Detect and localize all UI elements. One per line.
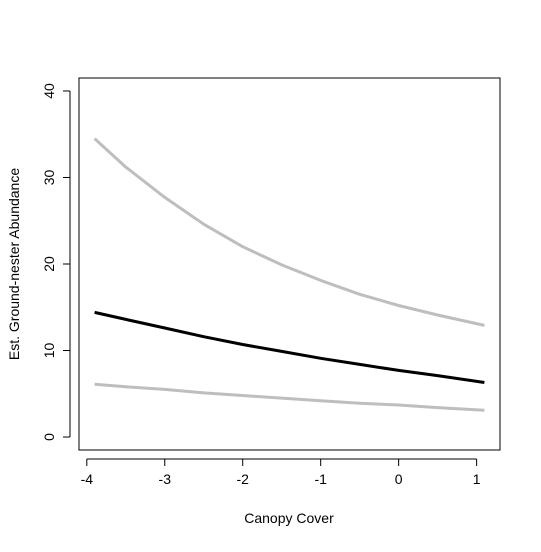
- y-tick-label: 0: [41, 433, 57, 441]
- x-tick-label: 0: [395, 471, 403, 487]
- y-tick-label: 30: [41, 170, 57, 186]
- x-tick-label: -4: [81, 471, 94, 487]
- x-tick-label: 1: [473, 471, 481, 487]
- x-axis: -4 -3 -2 -1 0 1: [81, 458, 481, 487]
- x-tick-label: -1: [314, 471, 327, 487]
- plot-frame: [78, 77, 501, 451]
- estimate-line: [94, 310, 485, 384]
- y-axis-label: Est. Ground-nester Abundance: [6, 168, 22, 360]
- x-axis-label: Canopy Cover: [244, 510, 334, 526]
- y-axis: 0 10 20 30 40: [41, 83, 71, 441]
- x-tick-label: -2: [236, 471, 249, 487]
- y-tick-label: 20: [41, 256, 57, 272]
- x-tick-label: -3: [159, 471, 172, 487]
- y-tick-label: 10: [41, 343, 57, 359]
- upper-bound-line: [93, 137, 485, 327]
- series-layer: [93, 137, 485, 412]
- y-tick-label: 40: [41, 83, 57, 99]
- lower-bound-line: [94, 382, 485, 412]
